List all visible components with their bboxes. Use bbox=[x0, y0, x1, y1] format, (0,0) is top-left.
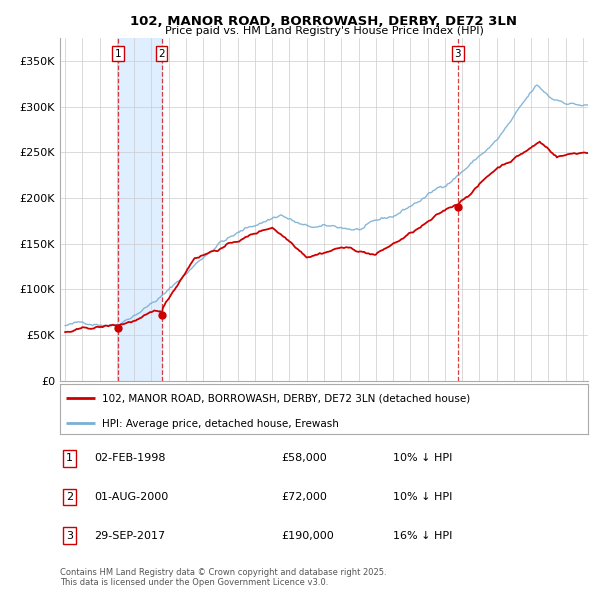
Bar bbox=[118, 38, 161, 381]
Text: 10% ↓ HPI: 10% ↓ HPI bbox=[392, 453, 452, 463]
Text: 2: 2 bbox=[66, 492, 73, 502]
Text: 102, MANOR ROAD, BORROWASH, DERBY, DE72 3LN: 102, MANOR ROAD, BORROWASH, DERBY, DE72 … bbox=[131, 15, 517, 28]
Text: 1: 1 bbox=[115, 48, 122, 58]
Text: 3: 3 bbox=[66, 531, 73, 541]
Text: HPI: Average price, detached house, Erewash: HPI: Average price, detached house, Erew… bbox=[102, 419, 338, 428]
Text: 29-SEP-2017: 29-SEP-2017 bbox=[94, 531, 166, 541]
Text: 10% ↓ HPI: 10% ↓ HPI bbox=[392, 492, 452, 502]
Text: 1: 1 bbox=[66, 453, 73, 463]
Text: 3: 3 bbox=[454, 48, 461, 58]
Text: 01-AUG-2000: 01-AUG-2000 bbox=[94, 492, 169, 502]
Text: 16% ↓ HPI: 16% ↓ HPI bbox=[392, 531, 452, 541]
Text: 02-FEB-1998: 02-FEB-1998 bbox=[94, 453, 166, 463]
Text: £190,000: £190,000 bbox=[282, 531, 335, 541]
Text: 2: 2 bbox=[158, 48, 165, 58]
Text: Contains HM Land Registry data © Crown copyright and database right 2025.
This d: Contains HM Land Registry data © Crown c… bbox=[60, 568, 386, 587]
Text: £72,000: £72,000 bbox=[282, 492, 328, 502]
Text: Price paid vs. HM Land Registry's House Price Index (HPI): Price paid vs. HM Land Registry's House … bbox=[164, 26, 484, 36]
Text: 102, MANOR ROAD, BORROWASH, DERBY, DE72 3LN (detached house): 102, MANOR ROAD, BORROWASH, DERBY, DE72 … bbox=[102, 394, 470, 404]
Text: £58,000: £58,000 bbox=[282, 453, 328, 463]
